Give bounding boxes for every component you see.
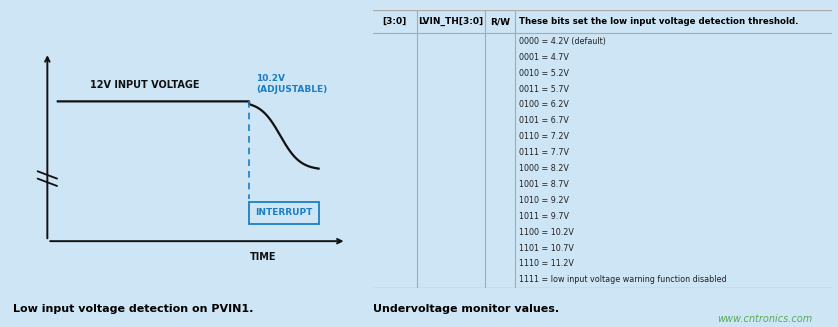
Bar: [249, 202, 318, 224]
Text: 1110 = 11.2V: 1110 = 11.2V: [519, 259, 574, 268]
Text: 1010 = 9.2V: 1010 = 9.2V: [519, 196, 569, 205]
Text: 0111 = 7.7V: 0111 = 7.7V: [519, 148, 569, 157]
Text: INTERRUPT: INTERRUPT: [255, 208, 313, 217]
Text: Undervoltage monitor values.: Undervoltage monitor values.: [373, 304, 559, 314]
Text: www.cntronics.com: www.cntronics.com: [717, 314, 813, 324]
Text: 10.2V
(ADJUSTABLE): 10.2V (ADJUSTABLE): [256, 74, 328, 95]
Text: 1001 = 8.7V: 1001 = 8.7V: [519, 180, 569, 189]
Text: 1101 = 10.7V: 1101 = 10.7V: [519, 244, 574, 252]
Text: 1111 = low input voltage warning function disabled: 1111 = low input voltage warning functio…: [519, 275, 727, 284]
Text: 0001 = 4.7V: 0001 = 4.7V: [519, 53, 569, 62]
Text: R/W: R/W: [490, 17, 510, 26]
Text: LVIN_TH[3:0]: LVIN_TH[3:0]: [418, 17, 484, 26]
Text: 0000 = 4.2V (default): 0000 = 4.2V (default): [519, 37, 606, 46]
Text: TIME: TIME: [250, 252, 277, 262]
Text: These bits set the low input voltage detection threshold.: These bits set the low input voltage det…: [519, 17, 799, 26]
Text: 0010 = 5.2V: 0010 = 5.2V: [519, 69, 569, 78]
Text: 1000 = 8.2V: 1000 = 8.2V: [519, 164, 569, 173]
Text: 12V INPUT VOLTAGE: 12V INPUT VOLTAGE: [90, 80, 199, 91]
Text: 0100 = 6.2V: 0100 = 6.2V: [519, 100, 569, 110]
Text: 1011 = 9.7V: 1011 = 9.7V: [519, 212, 569, 221]
Text: 1100 = 10.2V: 1100 = 10.2V: [519, 228, 574, 237]
Text: 0101 = 6.7V: 0101 = 6.7V: [519, 116, 569, 125]
Text: 0110 = 7.2V: 0110 = 7.2V: [519, 132, 569, 141]
Text: [3:0]: [3:0]: [383, 17, 406, 26]
Text: 0011 = 5.7V: 0011 = 5.7V: [519, 85, 569, 94]
Text: Low input voltage detection on PVIN1.: Low input voltage detection on PVIN1.: [13, 304, 253, 314]
